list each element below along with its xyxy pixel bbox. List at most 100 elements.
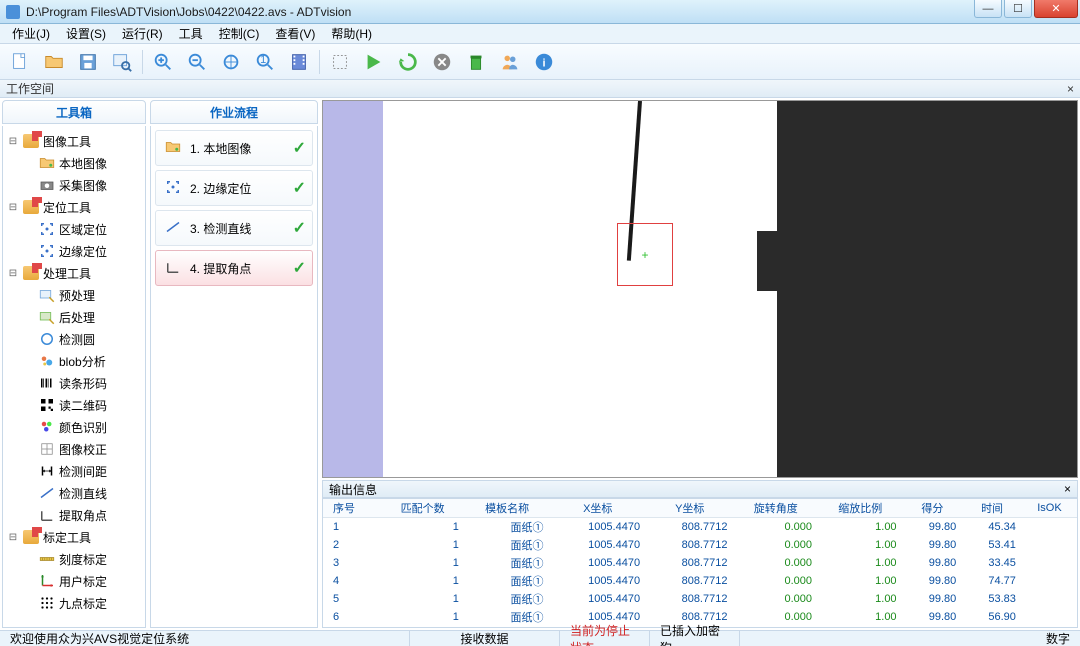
tree-item[interactable]: 本地图像 xyxy=(5,152,143,174)
tree-item[interactable]: 读二维码 xyxy=(5,394,143,416)
menu-control[interactable]: 控制(C) xyxy=(211,23,268,44)
table-header-cell[interactable]: 序号 xyxy=(323,499,380,518)
select-rect-button[interactable] xyxy=(326,48,354,76)
table-cell: 面纸① xyxy=(465,518,550,537)
zoom-out-button[interactable] xyxy=(183,48,211,76)
menu-tools[interactable]: 工具 xyxy=(171,23,211,44)
line-icon xyxy=(164,218,182,239)
menu-run[interactable]: 运行(R) xyxy=(114,23,171,44)
collapse-icon[interactable]: ⊟ xyxy=(7,202,19,213)
table-row[interactable]: 11面纸①1005.4470808.77120.0001.0099.8045.3… xyxy=(323,518,1077,537)
close-button[interactable]: ✕ xyxy=(1034,0,1078,18)
image-search-button[interactable] xyxy=(108,48,136,76)
tree-item[interactable]: 读条形码 xyxy=(5,372,143,394)
angle-icon xyxy=(38,506,56,524)
workflow-step[interactable]: 2. 边缘定位✓ xyxy=(155,170,313,206)
tree-item[interactable]: 刻度标定 xyxy=(5,548,143,570)
table-header-cell[interactable]: 缩放比例 xyxy=(818,499,903,518)
table-header-cell[interactable]: 模板名称 xyxy=(465,499,550,518)
info-button[interactable]: i xyxy=(530,48,558,76)
workspace-close-icon[interactable]: × xyxy=(1067,82,1074,96)
workflow-step[interactable]: 3. 检测直线✓ xyxy=(155,210,313,246)
tree-item[interactable]: blob分析 xyxy=(5,350,143,372)
workflow-step[interactable]: 1. 本地图像✓ xyxy=(155,130,313,166)
table-cell: 56.90 xyxy=(962,608,1022,626)
table-cell xyxy=(1022,590,1077,608)
wand-icon xyxy=(38,286,56,304)
table-cell xyxy=(1022,518,1077,537)
users-button[interactable] xyxy=(496,48,524,76)
tree-item[interactable]: 后处理 xyxy=(5,306,143,328)
table-header-cell[interactable]: 时间 xyxy=(962,499,1022,518)
zoom-fit-button[interactable] xyxy=(217,48,245,76)
tree-item[interactable]: 边缘定位 xyxy=(5,240,143,262)
table-cell: 74.77 xyxy=(962,572,1022,590)
tree-item[interactable]: 用户标定 xyxy=(5,570,143,592)
table-cell: 面纸① xyxy=(465,536,550,554)
menu-view[interactable]: 查看(V) xyxy=(267,23,323,44)
menu-settings[interactable]: 设置(S) xyxy=(58,23,114,44)
menu-job[interactable]: 作业(J) xyxy=(4,23,58,44)
toolbox-tree: ⊟图像工具本地图像采集图像⊟定位工具区域定位边缘定位⊟处理工具预处理后处理检测圆… xyxy=(2,126,146,628)
status-recv: 接收数据 xyxy=(410,631,560,646)
tree-item[interactable]: 颜色识别 xyxy=(5,416,143,438)
table-row[interactable]: 31面纸①1005.4470808.77120.0001.0099.8033.4… xyxy=(323,554,1077,572)
object-shape xyxy=(777,101,1077,477)
table-cell: 0.000 xyxy=(733,518,818,537)
table-row[interactable]: 41面纸①1005.4470808.77120.0001.0099.8074.7… xyxy=(323,572,1077,590)
tree-item[interactable]: 检测圆 xyxy=(5,328,143,350)
run-loop-button[interactable] xyxy=(394,48,422,76)
save-button[interactable] xyxy=(74,48,102,76)
table-header-cell[interactable]: 得分 xyxy=(903,499,963,518)
zoom-actual-button[interactable]: 1 xyxy=(251,48,279,76)
tree-item-label: 检测直线 xyxy=(59,485,107,502)
tree-group[interactable]: ⊟标定工具 xyxy=(5,526,143,548)
tree-item[interactable]: 检测直线 xyxy=(5,482,143,504)
table-cell: 33.45 xyxy=(962,554,1022,572)
tree-item[interactable]: 图像校正 xyxy=(5,438,143,460)
zoom-in-button[interactable] xyxy=(149,48,177,76)
tree-item-label: 九点标定 xyxy=(59,595,107,612)
tree-item[interactable]: 区域定位 xyxy=(5,218,143,240)
toolbar: 1 i xyxy=(0,44,1080,80)
delete-button[interactable] xyxy=(462,48,490,76)
collapse-icon[interactable]: ⊟ xyxy=(7,136,19,147)
roi-rect[interactable]: + xyxy=(617,223,673,286)
tree-group[interactable]: ⊟定位工具 xyxy=(5,196,143,218)
film-button[interactable] xyxy=(285,48,313,76)
image-canvas[interactable]: + xyxy=(322,100,1078,478)
tree-group[interactable]: ⊟处理工具 xyxy=(5,262,143,284)
tree-item[interactable]: 检测间距 xyxy=(5,460,143,482)
folder-icon xyxy=(22,198,40,216)
table-header-cell[interactable]: X坐标 xyxy=(549,499,646,518)
minimize-button[interactable]: ― xyxy=(974,0,1002,18)
menu-help[interactable]: 帮助(H) xyxy=(323,23,380,44)
table-header-cell[interactable]: 旋转角度 xyxy=(733,499,818,518)
table-row[interactable]: 21面纸①1005.4470808.77120.0001.0099.8053.4… xyxy=(323,536,1077,554)
tree-item[interactable]: 采集图像 xyxy=(5,174,143,196)
table-header-cell[interactable]: IsOK xyxy=(1022,499,1077,518)
target-icon xyxy=(38,220,56,238)
tree-group[interactable]: ⊟图像工具 xyxy=(5,130,143,152)
table-header-cell[interactable]: Y坐标 xyxy=(646,499,733,518)
tree-item[interactable]: 九点标定 xyxy=(5,592,143,614)
table-cell: 1 xyxy=(380,518,465,537)
check-icon: ✓ xyxy=(293,258,306,278)
workflow-step[interactable]: 4. 提取角点✓ xyxy=(155,250,313,286)
output-close-icon[interactable]: × xyxy=(1064,482,1071,496)
stop-button[interactable] xyxy=(428,48,456,76)
table-header-cell[interactable]: 匹配个数 xyxy=(380,499,465,518)
tree-item-label: 检测圆 xyxy=(59,331,95,348)
maximize-button[interactable]: ☐ xyxy=(1004,0,1032,18)
new-file-button[interactable] xyxy=(6,48,34,76)
run-once-button[interactable] xyxy=(360,48,388,76)
open-folder-button[interactable] xyxy=(40,48,68,76)
table-cell: 1 xyxy=(323,518,380,537)
table-row[interactable]: 51面纸①1005.4470808.77120.0001.0099.8053.8… xyxy=(323,590,1077,608)
tree-item[interactable]: 预处理 xyxy=(5,284,143,306)
wand2-icon xyxy=(38,308,56,326)
collapse-icon[interactable]: ⊟ xyxy=(7,268,19,279)
collapse-icon[interactable]: ⊟ xyxy=(7,532,19,543)
target-icon xyxy=(164,178,182,199)
tree-item[interactable]: 提取角点 xyxy=(5,504,143,526)
